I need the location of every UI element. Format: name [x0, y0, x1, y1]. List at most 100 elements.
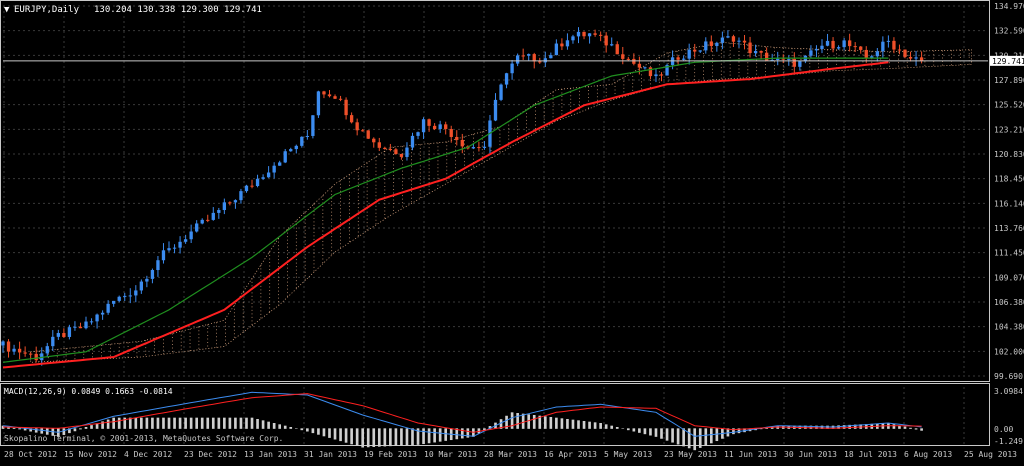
candle-body [89, 321, 94, 323]
time-tick-label: 28 Mar 2013 [484, 450, 537, 459]
candle-body [272, 165, 276, 173]
candle-body [798, 61, 802, 67]
candle-body [554, 43, 559, 56]
candle-body [78, 326, 83, 329]
candle-body [847, 40, 852, 47]
candle-body [676, 57, 680, 60]
candle-body [34, 353, 38, 361]
candle-body [593, 33, 597, 35]
candle-body [56, 333, 60, 337]
candle-body [444, 124, 448, 130]
price-tick-label: 123.210 [994, 125, 1024, 134]
candle-body [626, 58, 630, 60]
candle-body [361, 130, 365, 132]
candle-body [842, 40, 846, 48]
current-price-badge: 129.741 [990, 55, 1024, 66]
price-axis[interactable]: 134.970 132.590 130.210 127.890 125.520 123.2… [994, 2, 1024, 381]
candle-body [853, 46, 857, 48]
candle-body [504, 73, 509, 85]
candle-body [316, 91, 321, 116]
candle-body [139, 281, 144, 291]
candle-body [621, 54, 625, 59]
candle-body [681, 58, 686, 60]
candle-body [560, 43, 564, 47]
candle-body [123, 295, 127, 297]
candle-body [493, 99, 498, 121]
candle-body [449, 129, 453, 137]
candle-body [217, 210, 221, 213]
candle-body [482, 146, 487, 148]
candle-body [255, 178, 260, 187]
candle-body [809, 50, 813, 56]
candle-body [1, 341, 5, 346]
candle-body [333, 96, 337, 99]
candle-body [543, 58, 547, 63]
candle-body [875, 51, 879, 57]
candle-body [338, 98, 343, 100]
candle-body [748, 42, 752, 54]
time-tick-label: 18 Jul 2013 [844, 450, 897, 459]
candle-body [870, 56, 874, 58]
main-panel-border [0, 0, 990, 382]
candle-body [693, 49, 697, 52]
symbol-label: EURJPY,Daily [14, 5, 80, 15]
candle-body [637, 63, 642, 68]
price-tick-label: 130.210 [994, 51, 1024, 60]
price-tick-label: 125.520 [994, 101, 1024, 110]
candle-body [366, 130, 370, 139]
candle-body [753, 51, 758, 54]
candle-body [726, 36, 730, 38]
candle-body [100, 312, 105, 315]
candle-body [648, 67, 653, 77]
candle-body [12, 348, 16, 352]
candle-body [106, 303, 110, 313]
time-tick-label: 30 Jun 2013 [784, 450, 837, 459]
candle-body [825, 40, 830, 46]
cloud-outline [30, 42, 972, 363]
candle-body [327, 94, 332, 97]
candle-body [250, 185, 254, 187]
candle-body [881, 41, 885, 52]
ma-slow-line [2, 61, 889, 369]
candle-body [372, 138, 376, 143]
candle-body [200, 219, 204, 224]
candle-body [45, 346, 49, 354]
candle-body [565, 40, 570, 47]
signal-line [2, 393, 922, 433]
candle-body [228, 202, 232, 204]
candle-body [156, 260, 160, 271]
candle-body [355, 122, 359, 131]
candle-body [23, 352, 27, 354]
dropdown-triangle-icon[interactable]: ▼ [4, 5, 10, 15]
time-tick-label: 28 Oct 2012 [4, 450, 57, 459]
candle-body [305, 135, 310, 137]
time-tick-label: 25 Aug 2013 [964, 450, 1017, 459]
candle-body [831, 40, 835, 49]
candle-body [67, 327, 72, 337]
price-tick-label: 104.380 [994, 323, 1024, 332]
candle-body [587, 33, 592, 37]
candle-body [477, 147, 481, 149]
price-tick-label: 113.760 [994, 224, 1024, 233]
time-tick-label: 31 Jan 2013 [304, 450, 357, 459]
candle-body [604, 35, 608, 46]
candle-body [731, 36, 736, 42]
macd-axis-bottom: -1.249 [994, 437, 1023, 446]
candle-body [294, 145, 298, 150]
candle-body [344, 99, 348, 116]
candle-body [349, 115, 354, 123]
candle-body [521, 55, 525, 57]
time-tick-label: 13 Jan 2013 [244, 450, 297, 459]
candle-body [29, 353, 33, 355]
candle-body [892, 40, 896, 50]
time-tick-label: 15 Nov 2012 [64, 450, 117, 459]
candle-body [416, 132, 420, 136]
candle-body [515, 55, 520, 64]
price-tick-label: 132.590 [994, 27, 1024, 36]
time-axis[interactable]: 28 Oct 2012 15 Nov 2012 4 Dec 2012 23 Dec 2… [4, 450, 1017, 459]
candle-body [571, 36, 575, 41]
candle-body [582, 31, 586, 37]
candle-body [145, 278, 149, 282]
